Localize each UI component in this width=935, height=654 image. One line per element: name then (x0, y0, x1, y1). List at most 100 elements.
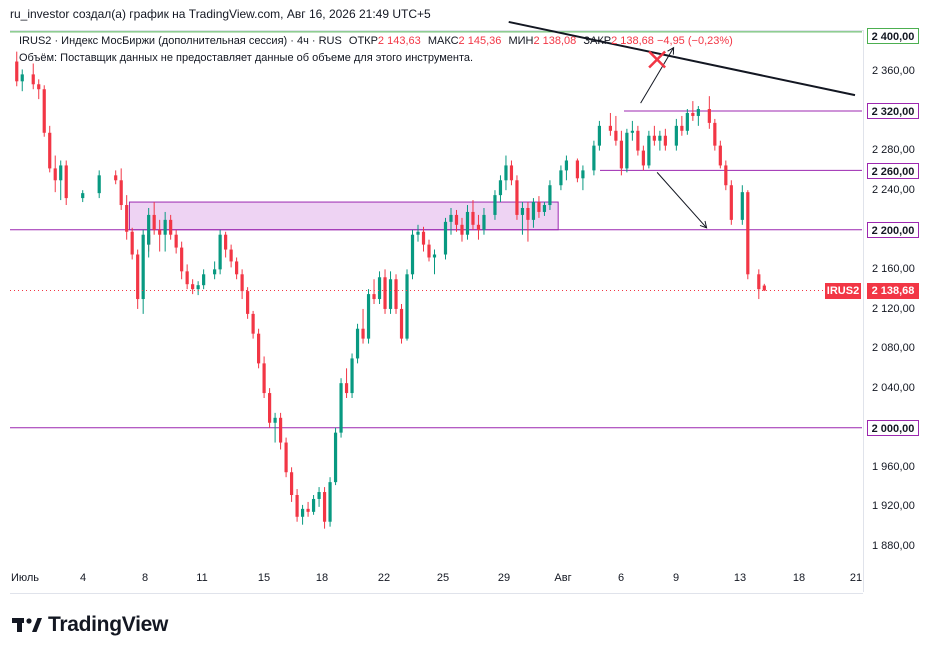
candle-body (762, 285, 766, 291)
candle-body (136, 254, 140, 300)
time-tick: 13 (733, 572, 747, 584)
candle-body (729, 185, 733, 220)
candle-body (614, 130, 618, 141)
candle-body (372, 294, 376, 300)
candle-body (383, 277, 387, 309)
candle-body (229, 249, 233, 262)
level-label-2320: 2 320,00 (867, 103, 919, 119)
candle-body (465, 211, 470, 235)
candle-body (262, 363, 266, 394)
candle-body (746, 192, 750, 275)
candle-body (691, 112, 695, 116)
candle-body (520, 207, 525, 215)
price-axis[interactable] (863, 30, 935, 592)
candle-body (361, 328, 365, 339)
candle-body (757, 274, 761, 290)
time-tick: 18 (315, 572, 329, 584)
candle-body (355, 328, 360, 359)
price-tick: 1 960,00 (872, 461, 915, 473)
level-label-2200: 2 200,00 (867, 222, 919, 238)
candle-body (674, 125, 678, 146)
candle-body (42, 89, 46, 133)
candle-body (48, 132, 52, 169)
price-tick: 2 080,00 (872, 342, 915, 354)
candle-body (405, 274, 409, 339)
time-tick: 21 (849, 572, 863, 584)
candle-body (652, 135, 656, 141)
candle-body (278, 417, 283, 443)
level-label-2000: 2 000,00 (867, 420, 919, 436)
candle-body (311, 498, 316, 512)
price-tick: 2 120,00 (872, 303, 915, 315)
candle-body (548, 185, 552, 206)
candle-body (213, 269, 217, 275)
symbol-price-tag: IRUS2 (825, 283, 861, 299)
open-label: ОТКР (348, 35, 378, 47)
candle-body (498, 180, 503, 196)
candle-body (443, 221, 448, 255)
candle-body (592, 145, 596, 171)
candle-body (394, 279, 398, 309)
price-tick: 2 040,00 (872, 382, 915, 394)
arrow-line (640, 47, 675, 104)
candle-body (224, 234, 228, 250)
high-label: МАКС (427, 35, 459, 47)
level-label-2400: 2 400,00 (867, 28, 919, 44)
candle-body (504, 165, 508, 181)
time-tick: 22 (377, 572, 391, 584)
candle-body (630, 130, 634, 133)
candle-body (147, 214, 151, 245)
level-label-2260: 2 260,00 (867, 163, 919, 179)
candle-body (344, 383, 349, 394)
candle-body (53, 168, 57, 181)
candle-body (15, 61, 19, 82)
candle-body (322, 492, 327, 522)
candle-body (641, 150, 645, 166)
candle-body (246, 291, 250, 314)
candle-body (191, 284, 195, 290)
candle-body (427, 244, 431, 258)
resistance-zone (128, 201, 559, 231)
cross-marker (648, 50, 667, 69)
time-tick: 6 (617, 572, 625, 584)
candle-body (130, 231, 134, 255)
candle-body (619, 140, 623, 169)
candle-body (257, 333, 261, 364)
candle-body (284, 442, 288, 473)
candle-body (169, 219, 173, 235)
candle-body (339, 383, 343, 433)
time-tick: 8 (141, 572, 149, 584)
candle-body (575, 160, 580, 179)
candle-body (509, 165, 514, 181)
time-tick: 15 (257, 572, 271, 584)
symbol-legend: IRUS2 · Индекс МосБиржи (дополнительная … (19, 35, 733, 47)
candle-body (685, 112, 689, 131)
candle-body (388, 279, 393, 309)
chart-frame (10, 30, 863, 594)
candle-body (542, 205, 547, 212)
candle-body (531, 202, 536, 220)
candle-body (218, 234, 222, 270)
candle-body (306, 508, 310, 512)
arrow-head (667, 46, 675, 55)
candle-body (141, 234, 145, 300)
candle-body (680, 125, 684, 131)
candle-body (333, 432, 338, 483)
attribution-header: ru_investor создал(а) график на TradingV… (10, 7, 431, 21)
candle-body (235, 261, 239, 275)
trendline (508, 20, 856, 97)
arrow-line (656, 172, 707, 229)
tradingview-logo-icon (12, 618, 42, 632)
candle-body (625, 132, 629, 169)
candle-body (537, 202, 541, 212)
candle-body (564, 160, 569, 171)
change-value: −4,95 (−0,23%) (656, 35, 733, 47)
tradingview-logo[interactable]: TradingView (12, 612, 168, 638)
candle-body (125, 205, 129, 232)
time-tick: 11 (196, 572, 208, 584)
symbol-title: IRUS2 · Индекс МосБиржи (дополнительная … (19, 35, 342, 47)
candle-body (476, 224, 481, 230)
candle-body (454, 214, 459, 225)
price-tick: 2 240,00 (872, 184, 915, 196)
